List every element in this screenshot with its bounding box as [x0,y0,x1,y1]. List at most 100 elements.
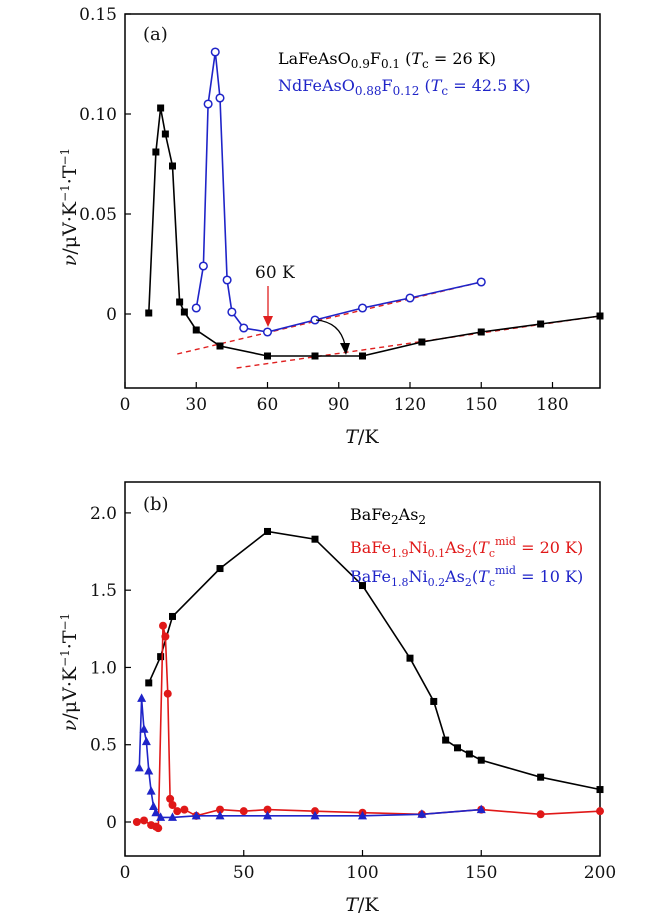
panel-b-ticks: 0 50 100 150 200 0 0.5 1.0 1.5 2.0 [90,504,616,883]
fit-line-2 [236,315,601,369]
panel-a-label: (a) [143,24,168,45]
data-point [264,527,271,535]
data-point [191,303,201,313]
data-point [264,352,271,360]
series-line-3 [138,698,482,819]
data-point [132,818,141,826]
data-point [537,773,545,781]
data-point [359,352,366,360]
y-tick-label: 0.15 [79,5,117,25]
annotation-60k: 60 K [255,263,295,283]
data-point [596,807,604,816]
panel-a-fit-lines [177,281,601,369]
data-point [476,804,486,814]
data-point [145,309,153,317]
panel-a-plot-area [145,47,604,360]
data-point [216,565,224,573]
legend-a-series-2: NdFeAsO0.88F0.12 (Tc = 42.5 K) [278,76,531,98]
data-point [536,810,545,819]
data-point [168,812,177,821]
data-point [139,724,149,733]
data-point [596,312,604,320]
legend-b-series-3: BaFe1.8Ni0.2As2(Tcmid = 10 K) [350,564,583,589]
x-tick-label: 150 [465,863,497,883]
panel-a: 0 30 60 90 120 150 180 0 0.05 0.10 0.15 (a) LaFeAs… [58,5,604,448]
data-point [157,104,165,112]
x-tick-label: 180 [536,395,568,415]
y-tick-label: 1.5 [90,581,117,601]
data-point [311,352,319,360]
data-point [406,654,414,662]
data-point [418,338,426,346]
data-point [161,130,169,138]
data-point [262,327,273,337]
data-point [203,99,213,109]
panel-b-x-axis-label: T/K [345,894,379,916]
data-point [476,277,486,287]
annotation-60k-arrowhead [263,316,273,327]
legend-b-series-2: BaFe1.9Ni0.1As2(Tcmid = 20 K) [350,535,583,560]
crossover-arrow-shaft [315,319,346,346]
data-point [198,261,208,271]
data-point [137,693,147,702]
data-point [140,816,148,825]
legend-a-series-1: LaFeAsO0.9F0.1 (Tc = 26 K) [278,49,496,71]
data-point [596,786,604,794]
series-line-2 [136,625,601,830]
data-point [263,810,272,820]
x-tick-label: 30 [185,395,207,415]
data-point [192,326,200,334]
panel-a-ticks: 0 30 60 90 120 150 180 0 0.05 0.10 0.15 [79,5,569,415]
x-tick-label: 0 [120,863,131,883]
data-point [222,275,232,285]
data-point [357,303,368,313]
panel-b-plot-area [132,527,604,833]
data-point [173,807,182,816]
data-point [359,582,366,590]
data-point [216,342,224,350]
data-point [180,308,188,316]
data-point [154,824,163,833]
data-point [144,766,154,775]
data-point [417,809,427,818]
data-point [166,794,175,803]
y-tick-label: 1.0 [90,658,117,678]
data-point [163,689,172,698]
data-point [310,810,320,820]
data-point [134,762,144,772]
data-point [159,621,167,630]
data-point [215,810,225,820]
data-point [358,810,367,820]
panel-b-label: (b) [143,494,169,515]
data-point [141,736,151,746]
data-point [210,47,220,57]
data-point [169,162,176,170]
data-point [239,807,248,816]
data-point [537,320,545,328]
y-tick-label: 0.10 [79,105,117,125]
data-point [263,805,272,814]
data-point [477,756,485,764]
crossover-arrowhead [340,343,350,355]
x-tick-label: 100 [346,863,378,883]
data-point [442,736,450,744]
x-tick-label: 150 [465,395,497,415]
data-point [168,801,177,809]
data-point [227,307,237,317]
panel-b: 0 50 100 150 200 0 0.5 1.0 1.5 2.0 (b) BaFe2As2 B… [58,481,616,916]
data-point [156,812,166,821]
data-point [152,148,160,156]
y-tick-label: 0.5 [90,736,117,756]
data-point [216,805,224,814]
data-point [454,744,461,752]
y-tick-label: 0 [106,813,117,833]
fit-line-1 [177,281,482,355]
legend-b-series-1: BaFe2As2 [350,505,426,527]
panel-a-x-axis-label: T/K [345,426,379,448]
data-point [311,535,319,543]
data-point [176,298,184,306]
y-tick-label: 0.05 [79,205,117,225]
data-point [191,810,201,820]
data-point [149,801,158,811]
